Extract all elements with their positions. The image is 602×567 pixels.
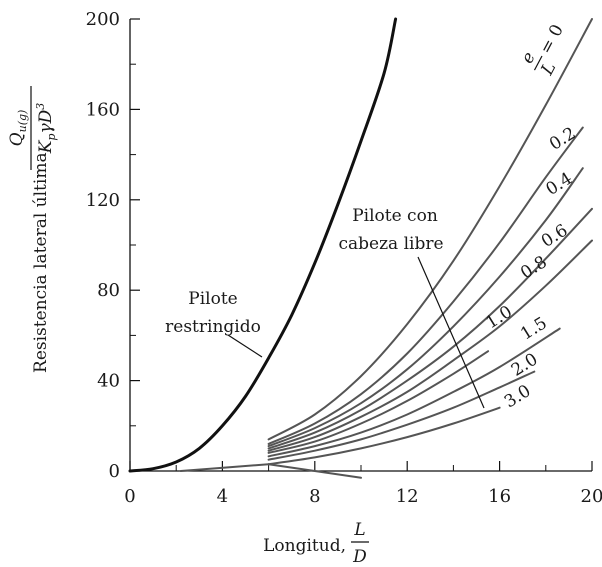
x-tick-label: 20 (581, 486, 602, 507)
x-axis-title: Longitud, L D (263, 520, 369, 567)
y-axis-fraction-denominator: KpγD3 (34, 103, 58, 155)
restrained-pile-curve (128, 17, 398, 473)
x-axis-label: Longitud, (263, 536, 346, 556)
y-tick-label: 160 (86, 99, 120, 120)
x-tick-label: 16 (488, 486, 511, 507)
x-tick-label: 0 (124, 486, 135, 507)
curve-value-label: 0.8 (517, 252, 551, 283)
x-tick-label: 4 (217, 486, 228, 507)
free-head-curve (267, 327, 561, 458)
free-head-curve (267, 370, 536, 461)
x-tick-label: 12 (396, 486, 419, 507)
curve-value-label: 1.0 (482, 302, 516, 333)
x-tick-label: 8 (309, 486, 320, 507)
y-tick-label: 200 (86, 9, 120, 30)
free-head-curve (267, 350, 490, 454)
y-axis-label: Resistencia lateral última, (31, 147, 51, 373)
y-axis-title: Resistencia lateral última, Qu(g) KpγD3 (7, 86, 58, 373)
l-denominator: L (537, 59, 560, 79)
free-head-curve (267, 167, 584, 448)
free-head-curve (267, 239, 593, 452)
y-axis-fraction-numerator: Qu(g) (7, 110, 29, 147)
y-tick-label: 40 (97, 371, 120, 392)
free-head-curve (267, 18, 593, 441)
y-axis-fraction: Qu(g) KpγD3 (7, 86, 58, 170)
x-axis-fraction-numerator: L (353, 520, 365, 540)
curve-group (128, 17, 593, 479)
free-head-label-line2: cabeza libre (338, 234, 443, 254)
equals-zero: = 0 (536, 21, 568, 57)
free-head-curve (267, 126, 584, 445)
free-head-curve (267, 406, 501, 466)
curve-value-label: 2.0 (508, 349, 542, 380)
free-head-leader-line (417, 256, 485, 409)
x-axis-fraction-denominator: D (352, 547, 367, 567)
y-tick-label: 80 (97, 280, 120, 301)
e-over-l-bar (533, 55, 543, 71)
curve-value-label: 3.0 (501, 381, 535, 412)
free-head-curve (267, 463, 362, 479)
e-numerator: e (517, 49, 539, 67)
y-tick-label: 120 (86, 190, 120, 211)
restrained-label-line2: restringido (165, 317, 261, 337)
y-tick-label: 0 (109, 461, 120, 482)
free-head-curve (267, 207, 593, 450)
restrained-leader-line (227, 334, 263, 358)
free-head-label-line1: Pilote con (352, 206, 438, 226)
restrained-label-line1: Pilote (188, 289, 237, 309)
e-over-l-label: e L = 0 (517, 21, 568, 79)
free-head-curve (179, 463, 270, 472)
curve-value-label: 1.5 (517, 313, 551, 344)
curve-value-label: 0.2 (546, 123, 580, 154)
